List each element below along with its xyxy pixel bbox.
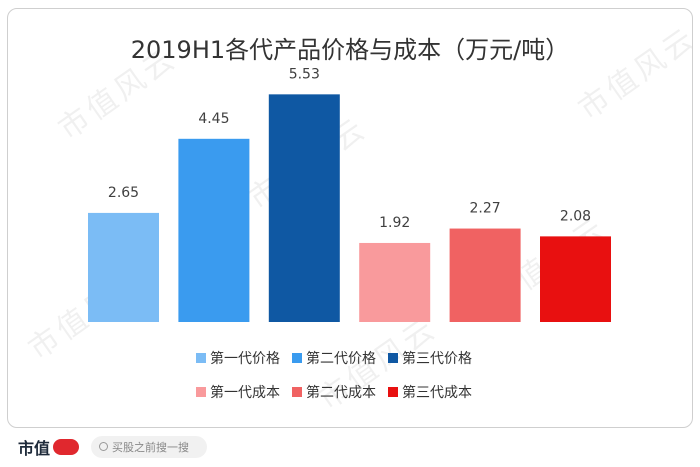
- bar-2: [178, 138, 250, 322]
- bar-1: [88, 212, 159, 322]
- logo-mark-icon: [53, 438, 80, 455]
- legend-swatch: [196, 387, 206, 397]
- legend-label: 第一代价格: [210, 351, 280, 367]
- legend-item: 第一代成本: [196, 382, 280, 402]
- legend-swatch: [388, 387, 398, 397]
- search-placeholder: 买股之前搜一搜: [112, 440, 190, 454]
- legend-swatch: [292, 387, 302, 397]
- legend-row: 第一代价格 第二代价格 第三代价格: [196, 348, 484, 368]
- legend-item: 第三代价格: [388, 348, 472, 368]
- logo-text: 市值: [18, 438, 51, 458]
- legend-row: 第一代成本 第二代成本 第三代成本: [196, 382, 484, 402]
- legend-label: 第二代成本: [306, 385, 376, 401]
- bar-3: [268, 94, 340, 323]
- legend-swatch: [292, 353, 302, 363]
- search-box[interactable]: 买股之前搜一搜: [91, 435, 208, 458]
- legend-label: 第三代成本: [402, 385, 472, 401]
- logo[interactable]: 市值: [18, 435, 80, 459]
- data-label-4: 1.92: [379, 215, 410, 231]
- legend-item: 第二代成本: [292, 382, 376, 402]
- chart-title: 2019H1各代产品价格与成本（万元/吨）: [130, 36, 570, 64]
- data-label-1: 2.65: [108, 185, 139, 201]
- search-icon: [99, 442, 109, 451]
- bar-6: [540, 236, 611, 322]
- legend-swatch: [388, 353, 398, 363]
- footer: 市值 买股之前搜一搜: [0, 426, 700, 467]
- legend-item: 第三代成本: [388, 382, 472, 402]
- data-label-3: 5.53: [289, 66, 320, 82]
- legend-item: 第一代价格: [196, 348, 280, 368]
- legend-label: 第二代价格: [306, 351, 376, 367]
- legend-label: 第三代价格: [402, 351, 472, 367]
- bar-4: [359, 242, 431, 322]
- bar-chart: 2.65 4.45 5.53 1.92 2.27 2.08: [88, 66, 611, 323]
- legend-item: 第二代价格: [292, 348, 376, 368]
- legend-label: 第一代成本: [210, 385, 280, 401]
- legend-swatch: [196, 353, 206, 363]
- data-label-6: 2.08: [560, 208, 591, 224]
- data-label-2: 4.45: [198, 111, 229, 127]
- data-label-5: 2.27: [470, 201, 501, 217]
- bar-5: [449, 228, 521, 322]
